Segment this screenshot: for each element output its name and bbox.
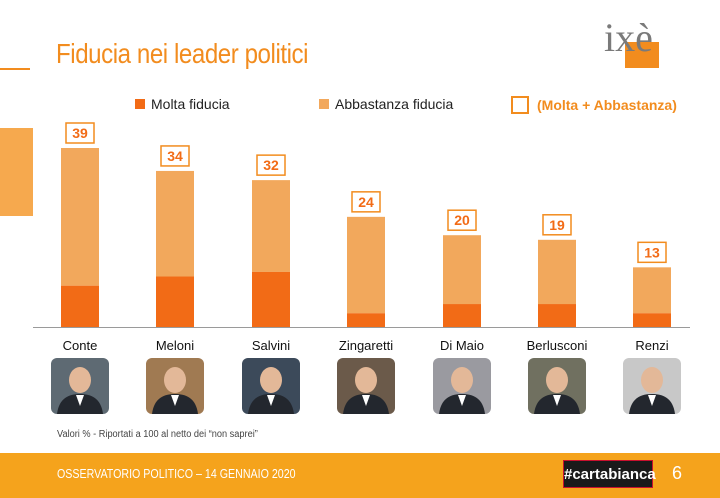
legend-total-label: (Molta + Abbastanza) — [537, 97, 677, 113]
bar-molta-salvini — [252, 271, 290, 327]
portrait-icon — [433, 358, 491, 414]
bar-molta-zingaretti — [347, 313, 385, 327]
total-label-box — [256, 154, 286, 176]
portrait-icon — [51, 358, 109, 414]
legend-abbastanza: Abbastanza fiducia — [319, 96, 453, 112]
cartabianca-badge: #cartabianca — [563, 460, 656, 488]
total-data-label: 19 — [549, 217, 565, 233]
portrait-icon — [528, 358, 586, 414]
total-data-label: 32 — [263, 157, 279, 173]
total-label-box — [542, 214, 572, 236]
logo-text: ixè — [604, 15, 653, 60]
category-label: Meloni — [155, 338, 195, 353]
legend-molta-swatch — [135, 99, 145, 109]
total-label-box — [65, 122, 95, 144]
page-number: 6 — [672, 463, 683, 483]
legend-abbastanza-swatch — [319, 99, 329, 109]
portrait-icon — [242, 358, 300, 414]
bar-abbastanza-renzi — [633, 267, 671, 314]
total-data-label: 39 — [72, 125, 88, 141]
title-rule — [0, 68, 30, 70]
side-accent-block — [0, 128, 33, 216]
total-label-box — [637, 241, 667, 264]
bar-chart: 39 34 32 24 20 19 13 — [33, 122, 690, 328]
footnote: Valori % - Riportati a 100 al netto dei … — [57, 429, 258, 440]
bar-molta-meloni — [156, 276, 194, 327]
total-label-box — [351, 191, 381, 213]
category-label: Renzi — [635, 338, 669, 353]
total-data-label: 13 — [644, 244, 660, 260]
bar-molta-berlusconi — [538, 304, 576, 327]
portrait-icon — [146, 358, 204, 414]
logo-block — [625, 42, 659, 68]
legend-molta: Molta fiducia — [135, 96, 230, 112]
legend-abbastanza-label: Abbastanza fiducia — [335, 96, 454, 112]
total-label-box — [160, 145, 190, 167]
page-title: Fiducia nei leader politici — [56, 38, 309, 69]
category-label: Berlusconi — [526, 338, 588, 353]
category-label: Di Maio — [439, 338, 485, 353]
bar-molta-renzi — [633, 313, 671, 327]
category-label: Salvini — [251, 338, 291, 353]
total-data-label: 24 — [358, 194, 374, 210]
portrait-icon — [337, 358, 395, 414]
total-data-label: 20 — [454, 212, 470, 228]
total-data-label: 34 — [167, 148, 183, 164]
category-label: Conte — [62, 338, 98, 353]
bar-abbastanza-conte — [61, 148, 99, 286]
legend-total-swatch — [511, 96, 529, 114]
bar-abbastanza-zingaretti — [347, 216, 385, 314]
bar-molta-di-maio — [443, 304, 481, 327]
bar-abbastanza-berlusconi — [538, 239, 576, 305]
bar-abbastanza-salvini — [252, 180, 290, 272]
total-label-box — [447, 209, 477, 231]
portrait-icon — [623, 358, 681, 414]
category-label: Zingaretti — [338, 338, 394, 353]
bar-molta-conte — [61, 285, 99, 327]
footer-text: OSSERVATORIO POLITICO – 14 GENNAIO 2020 — [57, 466, 296, 481]
legend-molta-label: Molta fiducia — [151, 96, 230, 112]
bar-abbastanza-di-maio — [443, 235, 481, 305]
bar-abbastanza-meloni — [156, 170, 194, 277]
